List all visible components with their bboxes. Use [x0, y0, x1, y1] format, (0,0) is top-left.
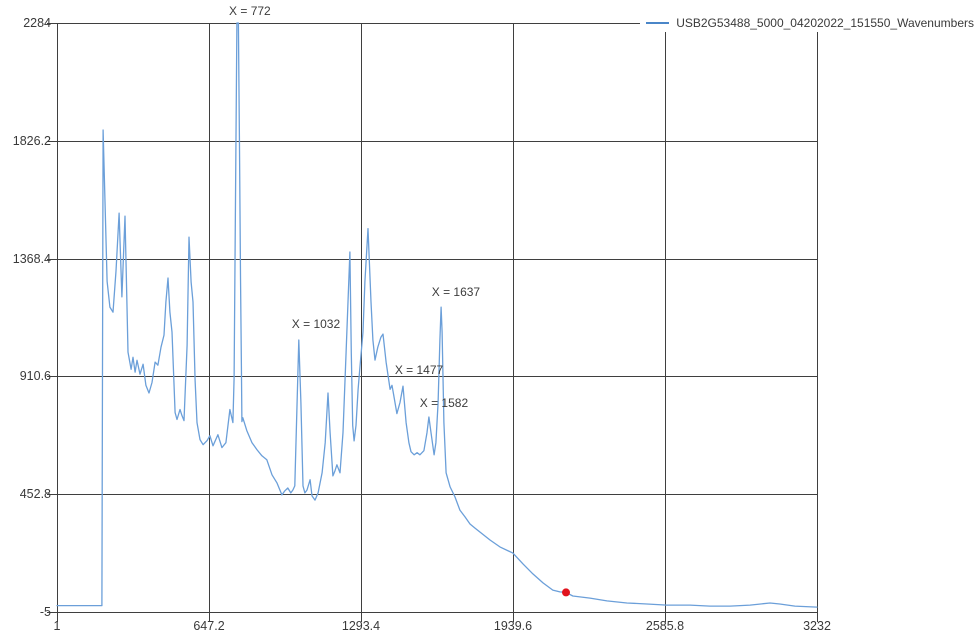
- x-tick-label: 1939.6: [493, 619, 533, 633]
- x-tick-label: 3232: [803, 619, 831, 633]
- y-tick-label: 1368.4: [12, 251, 51, 266]
- peak-annotation: X = 1637: [431, 284, 481, 299]
- x-tick-label: 1: [53, 619, 61, 633]
- x-tick-label: 2585.8: [645, 619, 685, 633]
- y-tick-label: 452.8: [19, 487, 51, 502]
- peak-annotation: X = 1477: [394, 363, 444, 378]
- peak-annotation: X = 1582: [419, 396, 469, 411]
- x-tick-label: 1293.4: [341, 619, 381, 633]
- x-tick-label: 647.2: [193, 619, 225, 633]
- y-tick-label: 1826.2: [12, 133, 51, 148]
- y-tick-label: 910.6: [19, 369, 51, 384]
- legend[interactable]: USB2G53488_5000_04202022_151550_Wavenumb…: [640, 13, 975, 32]
- y-tick-label: -5: [39, 605, 51, 619]
- legend-series-label: USB2G53488_5000_04202022_151550_Wavenumb…: [676, 15, 974, 30]
- y-tick-label: 2284: [23, 16, 51, 30]
- cursor-marker-dot[interactable]: [562, 588, 570, 597]
- peak-annotation: X = 1032: [291, 317, 341, 332]
- peak-annotation: X = 772: [229, 4, 271, 19]
- legend-line-swatch: [646, 21, 670, 24]
- spectrum-trace: [56, 22, 818, 608]
